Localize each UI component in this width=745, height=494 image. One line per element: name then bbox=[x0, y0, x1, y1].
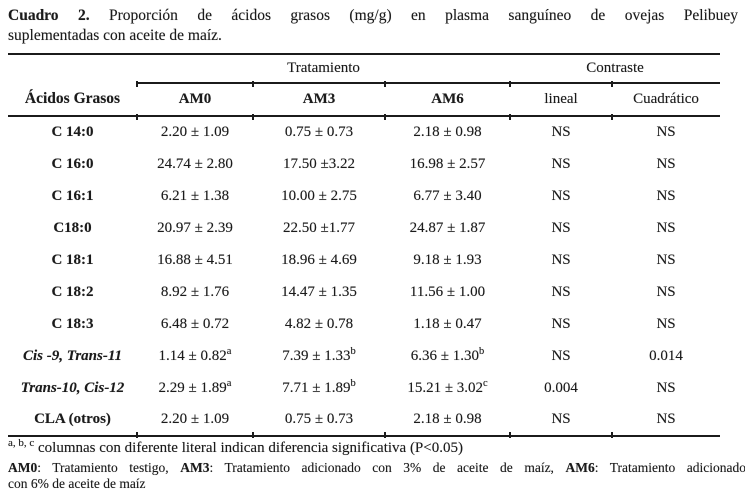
column-header-row: Ácidos Grasos AM0 AM3 AM6 lineal Cuadrát… bbox=[8, 80, 721, 117]
cell-cuadratico: NS bbox=[656, 219, 676, 236]
row-label: Cis -9, Trans-11 bbox=[22, 347, 123, 364]
cell-am6: 9.18 ± 1.93 bbox=[413, 251, 482, 268]
cell-am0: 6.48 ± 0.72 bbox=[160, 315, 230, 332]
title-line-2: suplementadas con aceite de maíz. bbox=[8, 27, 222, 44]
row-label: C 16:0 bbox=[51, 155, 94, 172]
footnote-treatments-line-2: con 6% de aceite de maíz bbox=[8, 476, 146, 491]
footnote-significance: a, b, c columnas con diferente literal i… bbox=[8, 437, 463, 457]
cell-am3: 0.75 ± 0.73 bbox=[252, 113, 385, 148]
cell-am0: 6.21 ± 1.38 bbox=[160, 187, 230, 204]
cell-am0: 1.14 ± 0.82a bbox=[158, 345, 232, 364]
group-header-contrast: Contraste bbox=[510, 53, 721, 84]
cell-am6: 6.77 ± 3.40 bbox=[413, 187, 482, 204]
cell-lineal: NS bbox=[551, 251, 571, 268]
data-table: Tratamiento Contraste Ácidos Grasos AM0 … bbox=[8, 53, 721, 438]
cell-lineal: NS bbox=[551, 187, 571, 204]
table-row: C 18:2 8.92 ± 1.76 14.47 ± 1.35 11.56 ± … bbox=[8, 276, 720, 308]
cell-am6: 15.21 ± 3.02c bbox=[407, 377, 488, 396]
cell-cuadratico: NS bbox=[611, 404, 721, 438]
cell-am3: 7.71 ± 1.89b bbox=[282, 377, 356, 396]
cell-am3: 4.82 ± 0.78 bbox=[284, 315, 354, 332]
cell-lineal: NS bbox=[551, 219, 571, 236]
cell-am3: 7.39 ± 1.33b bbox=[282, 345, 356, 364]
table-row: C 18:3 6.48 ± 0.72 4.82 ± 0.78 1.18 ± 0.… bbox=[8, 308, 720, 340]
cell-lineal: NS bbox=[551, 347, 571, 364]
table-row: Cis -9, Trans-11 1.14 ± 0.82a 7.39 ± 1.3… bbox=[8, 340, 720, 372]
table-row: C18:0 20.97 ± 2.39 22.50 ±1.77 24.87 ± 1… bbox=[8, 212, 720, 244]
cell-am3: 22.50 ±1.77 bbox=[283, 219, 355, 236]
column-header-am0: AM0 bbox=[136, 80, 253, 117]
column-header-fatty-acids: Ácidos Grasos bbox=[8, 83, 137, 117]
cell-superscript: a bbox=[226, 345, 232, 357]
row-label: Trans-10, Cis-12 bbox=[20, 379, 125, 396]
column-header-am3: AM3 bbox=[252, 80, 385, 117]
table-row: C 14:0 2.20 ± 1.09 0.75 ± 0.73 2.18 ± 0.… bbox=[8, 113, 720, 148]
group-header-treatment: Tratamiento bbox=[137, 53, 511, 84]
table-row: C 16:0 24.74 ± 2.80 17.50 ±3.22 16.98 ± … bbox=[8, 148, 720, 180]
cell-superscript: c bbox=[483, 377, 488, 389]
cell-am6: 1.18 ± 0.47 bbox=[413, 315, 482, 332]
row-label: C 18:1 bbox=[51, 251, 94, 268]
table-row: Trans-10, Cis-12 2.29 ± 1.89a 7.71 ± 1.8… bbox=[8, 372, 720, 404]
cell-am6: 6.36 ± 1.30b bbox=[410, 345, 485, 364]
footnote-superscript: a, b, c bbox=[8, 437, 35, 449]
cell-lineal: NS bbox=[551, 155, 571, 172]
cell-am0: 20.97 ± 2.39 bbox=[157, 219, 233, 236]
row-label: C 16:1 bbox=[51, 187, 94, 204]
column-header-am6: AM6 bbox=[383, 80, 511, 117]
cell-superscript: b bbox=[479, 345, 485, 357]
cell-am6: 24.87 ± 1.87 bbox=[409, 219, 486, 236]
group-header-row: Tratamiento Contraste bbox=[8, 53, 721, 84]
title-line-1: Cuadro 2. Proporción de ácidos grasos (m… bbox=[8, 7, 738, 24]
footnote-treatments: AM0: Tratamiento testigo, AM3: Tratamien… bbox=[8, 460, 745, 492]
cell-am0: 16.88 ± 4.51 bbox=[157, 251, 233, 268]
footnote-treatments-line-1: AM0: Tratamiento testigo, AM3: Tratamien… bbox=[8, 460, 745, 475]
cell-am0: 2.20 ± 1.09 bbox=[136, 113, 253, 148]
table-row: C 18:1 16.88 ± 4.51 18.96 ± 4.69 9.18 ± … bbox=[8, 244, 720, 276]
row-label: CLA (otros) bbox=[8, 404, 137, 437]
cell-cuadratico: NS bbox=[656, 251, 676, 268]
column-header-lineal: lineal bbox=[509, 80, 613, 117]
cell-am3: 18.96 ± 4.69 bbox=[281, 251, 357, 268]
cell-am0: 2.20 ± 1.09 bbox=[136, 404, 253, 438]
cell-superscript: a bbox=[226, 377, 232, 389]
row-label: C 14:0 bbox=[51, 124, 94, 140]
cell-cuadratico: 0.014 bbox=[649, 347, 683, 364]
cell-am6: 16.98 ± 2.57 bbox=[409, 155, 486, 172]
cell-cuadratico: NS bbox=[656, 315, 676, 332]
cell-am0: 24.74 ± 2.80 bbox=[157, 155, 233, 172]
column-header-cuadratico: Cuadrático bbox=[611, 80, 721, 117]
cell-cuadratico: NS bbox=[656, 283, 676, 300]
cell-lineal: 0.004 bbox=[544, 379, 578, 396]
cell-cuadratico: NS bbox=[656, 187, 676, 204]
cell-am3: 14.47 ± 1.35 bbox=[281, 283, 357, 300]
cell-am3: 0.75 ± 0.73 bbox=[252, 404, 385, 438]
row-label: C 18:2 bbox=[51, 283, 94, 300]
cell-am6: 2.18 ± 0.98 bbox=[383, 404, 511, 438]
cell-cuadratico: NS bbox=[656, 379, 676, 396]
row-label: C18:0 bbox=[53, 219, 92, 236]
cell-am6: 2.18 ± 0.98 bbox=[383, 113, 510, 148]
row-label: C 18:3 bbox=[51, 315, 94, 332]
cell-superscript: b bbox=[350, 377, 356, 389]
cell-am3: 10.00 ± 2.75 bbox=[281, 187, 357, 204]
table-number-label: Cuadro 2. bbox=[8, 7, 90, 24]
cell-superscript: b bbox=[350, 345, 356, 357]
cell-lineal: NS bbox=[551, 315, 571, 332]
cell-cuadratico: NS bbox=[611, 113, 720, 148]
corner-cell bbox=[8, 53, 137, 83]
cell-am0: 2.29 ± 1.89a bbox=[158, 377, 232, 396]
table-row: C 16:1 6.21 ± 1.38 10.00 ± 2.75 6.77 ± 3… bbox=[8, 180, 720, 212]
cell-am6: 11.56 ± 1.00 bbox=[409, 283, 486, 300]
cell-lineal: NS bbox=[551, 283, 571, 300]
cell-am3: 17.50 ±3.22 bbox=[283, 155, 355, 172]
cell-lineal: NS bbox=[509, 113, 612, 148]
cell-lineal: NS bbox=[509, 404, 613, 438]
table-row: CLA (otros) 2.20 ± 1.09 0.75 ± 0.73 2.18… bbox=[8, 404, 721, 438]
cell-am0: 8.92 ± 1.76 bbox=[160, 283, 230, 300]
cell-cuadratico: NS bbox=[656, 155, 676, 172]
document-title: Cuadro 2. Proporción de ácidos grasos (m… bbox=[8, 6, 738, 46]
